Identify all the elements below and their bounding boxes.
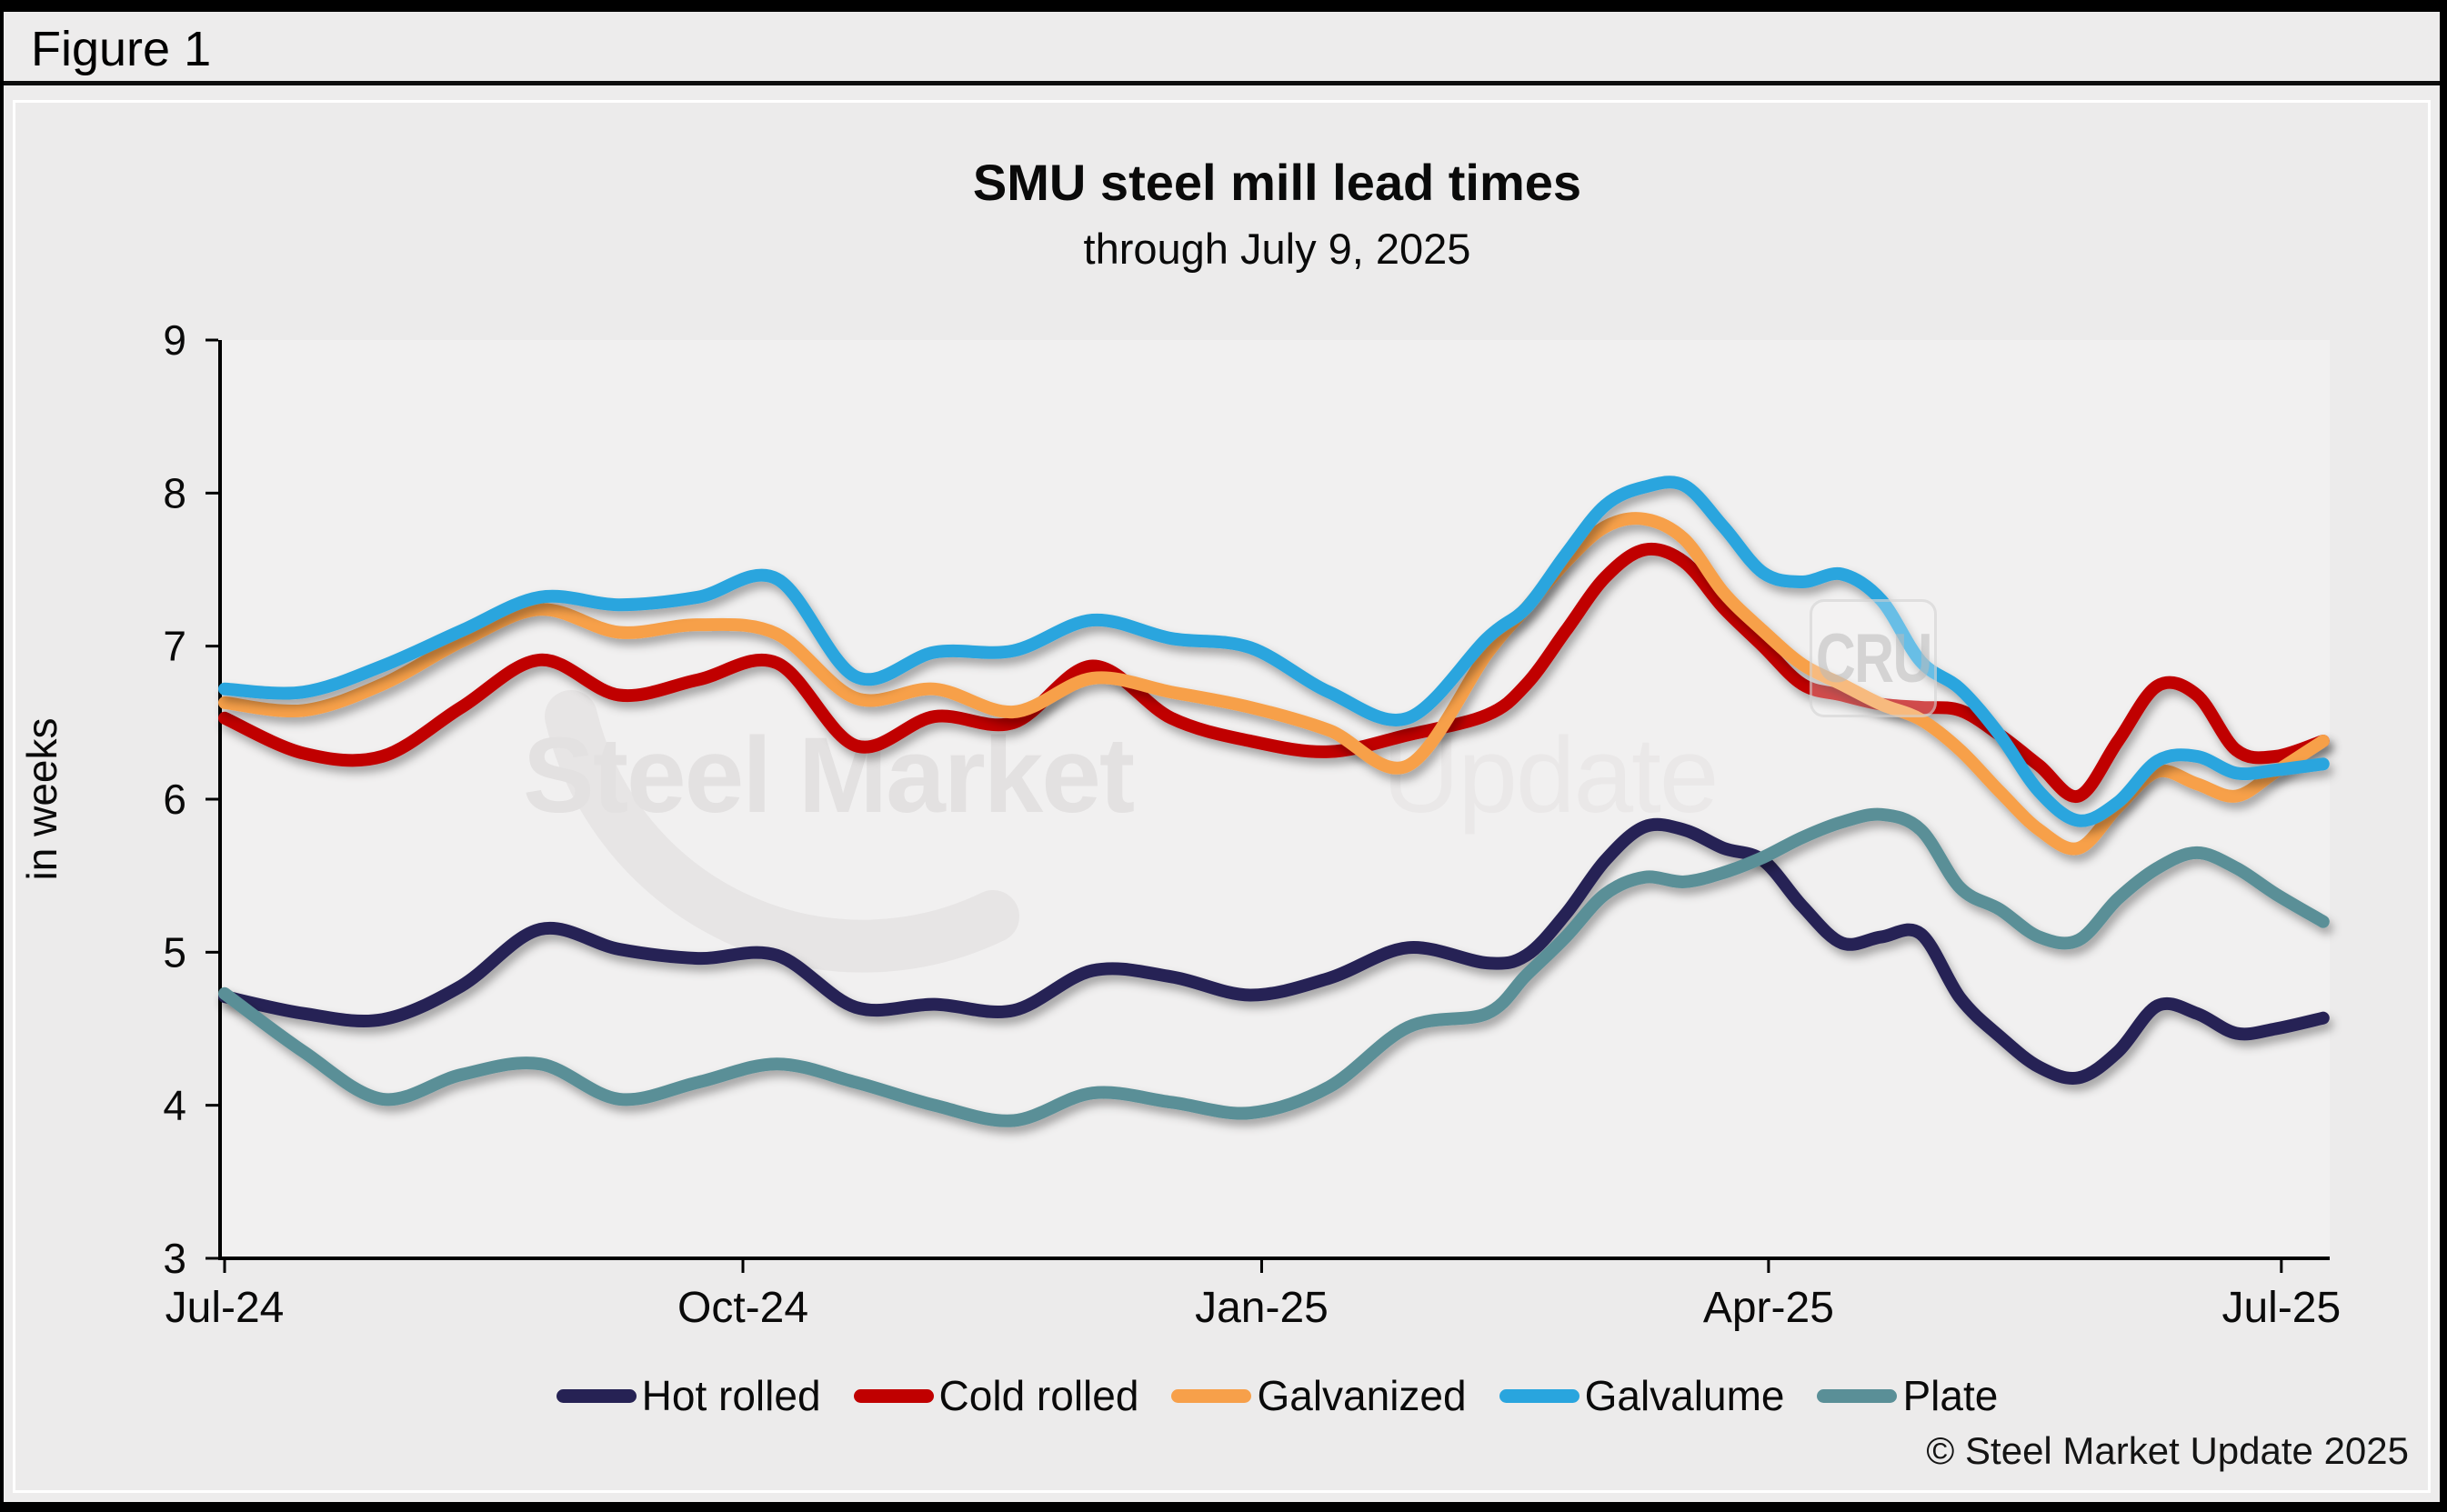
legend-swatch-icon <box>1499 1388 1580 1403</box>
legend-swatch-icon <box>556 1388 637 1403</box>
y-tick-label: 3 <box>163 1235 186 1282</box>
figure-header-bar: Figure 1 <box>4 12 2440 81</box>
legend-item-plate: Plate <box>1817 1371 1998 1420</box>
series-line-hot-rolled <box>218 817 2330 1085</box>
legend-item-galvanized: Galvanized <box>1171 1371 1467 1420</box>
header-divider <box>4 81 2440 85</box>
legend-item-cold-rolled: Cold rolled <box>853 1371 1139 1420</box>
chart-subtitle: through July 9, 2025 <box>1083 225 1471 273</box>
series-line-galvalume <box>218 476 2330 827</box>
x-tick-label: Oct-24 <box>677 1284 808 1332</box>
copyright-note: © Steel Market Update 2025 <box>1926 1429 2409 1472</box>
legend-swatch-icon <box>1817 1388 1898 1403</box>
legend-label: Hot rolled <box>641 1372 821 1419</box>
x-tick-label: Jul-25 <box>2221 1284 2341 1332</box>
cru-watermark-text: CRU <box>1815 619 1933 697</box>
legend-item-galvalume: Galvalume <box>1499 1371 1785 1420</box>
chart-legend: Hot rolled Cold rolled Galvanized Galvalume… <box>225 1371 2330 1420</box>
cru-watermark-badge: CRU <box>1810 599 1937 717</box>
y-tick-label: 6 <box>163 776 186 823</box>
y-tick-label: 5 <box>163 928 186 976</box>
series-line-plate <box>218 807 2330 1127</box>
figure-label: Figure 1 <box>31 22 212 76</box>
legend-label: Cold rolled <box>938 1372 1139 1419</box>
series-line-cold-rolled <box>218 542 2330 803</box>
x-tick-label: Apr-25 <box>1703 1284 1834 1332</box>
legend-swatch-icon <box>1171 1388 1252 1403</box>
x-tick-label: Jan-25 <box>1195 1284 1329 1332</box>
y-tick-label: 8 <box>163 469 186 516</box>
legend-swatch-icon <box>853 1388 934 1403</box>
y-tick-label: 4 <box>163 1082 186 1129</box>
legend-label: Plate <box>1902 1372 1999 1419</box>
watermark-swoosh-arc <box>545 690 1019 973</box>
legend-item-hot-rolled: Hot rolled <box>556 1371 821 1420</box>
legend-label: Galvalume <box>1584 1372 1785 1419</box>
y-tick-label: 7 <box>163 623 186 670</box>
watermark-text-bold: Steel Market <box>523 716 1134 836</box>
y-axis-title: in weeks <box>18 718 65 881</box>
x-tick-label: Jul-24 <box>165 1284 285 1332</box>
chart-title: SMU steel mill lead times <box>972 154 1582 211</box>
y-tick-label: 9 <box>163 316 186 364</box>
legend-label: Galvanized <box>1257 1372 1467 1419</box>
